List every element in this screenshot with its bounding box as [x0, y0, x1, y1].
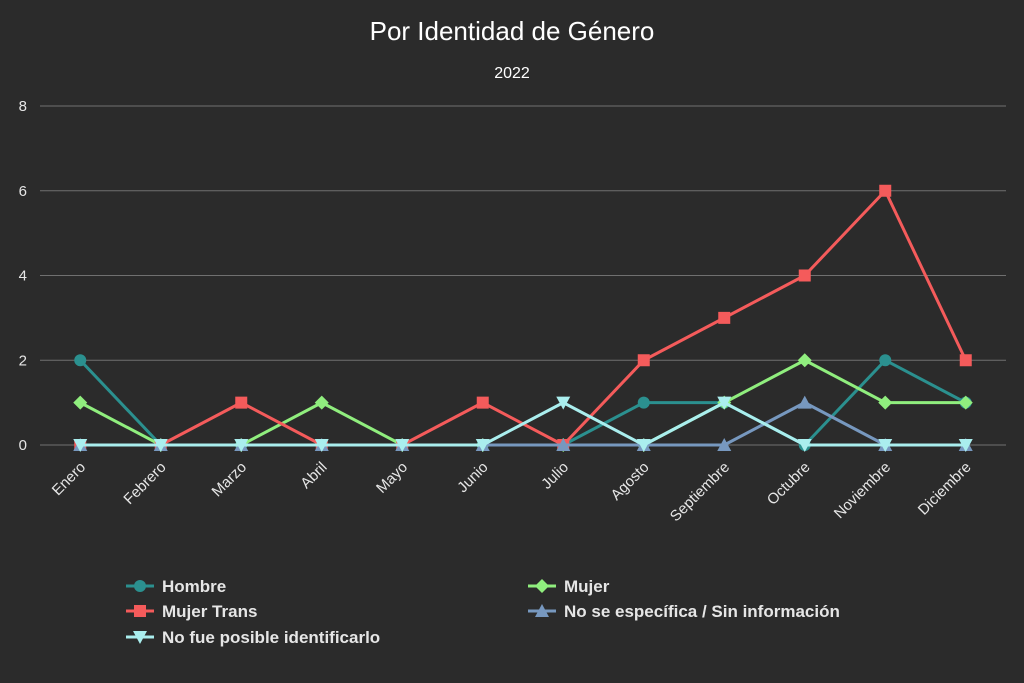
chart-subtitle: 2022 — [494, 65, 530, 82]
data-point — [958, 439, 973, 452]
legend-label: No fue posible identificarlo — [162, 628, 380, 647]
data-point — [797, 353, 812, 368]
x-tick-label: Julio — [538, 459, 572, 493]
legend: Hombre Mujer Mujer Trans No se específica /… — [126, 577, 840, 647]
series-4 — [73, 396, 973, 452]
series-0 — [74, 354, 972, 451]
x-tick-label: Diciembre — [915, 459, 975, 519]
x-axis-ticks: Enero Febrero Marzo Abril Mayo Junio Julio Agos… — [49, 459, 975, 525]
y-tick-label: 8 — [19, 98, 27, 115]
data-point — [475, 439, 490, 452]
x-tick-label: Septiembre — [667, 459, 733, 525]
x-tick-label: Marzo — [209, 459, 250, 500]
data-point — [73, 395, 88, 410]
x-tick-label: Mayo — [373, 459, 411, 497]
legend-label: Hombre — [162, 577, 226, 596]
y-tick-label: 0 — [19, 437, 27, 454]
data-point — [636, 439, 651, 452]
data-point — [879, 354, 892, 367]
data-point — [153, 439, 168, 452]
legend-item[interactable]: No se específica / Sin información — [528, 602, 840, 621]
legend-item[interactable]: Mujer — [528, 577, 610, 596]
y-tick-label: 4 — [19, 268, 27, 285]
y-tick-label: 2 — [19, 352, 27, 369]
x-tick-label: Febrero — [120, 459, 169, 508]
legend-label: No se específica / Sin información — [564, 602, 840, 621]
data-point — [879, 184, 892, 197]
x-tick-label: Junio — [454, 459, 491, 496]
data-point — [556, 438, 571, 451]
data-point — [637, 396, 650, 409]
legend-marker — [535, 604, 549, 617]
data-point — [73, 439, 88, 452]
data-point — [878, 395, 893, 410]
chart-title: Por Identidad de Género — [370, 16, 655, 46]
data-point — [718, 311, 731, 324]
data-point — [798, 269, 811, 282]
data-point — [235, 396, 248, 409]
x-tick-label: Abril — [297, 459, 330, 492]
series-line — [79, 358, 966, 447]
data-point — [314, 395, 329, 410]
data-point — [797, 395, 812, 409]
data-point — [797, 439, 812, 452]
legend-marker — [535, 579, 549, 593]
data-point — [314, 439, 329, 452]
data-point — [395, 439, 410, 452]
data-point — [959, 354, 972, 367]
data-point — [717, 396, 732, 410]
legend-item[interactable]: Mujer Trans — [126, 602, 257, 621]
series-line — [80, 189, 968, 447]
legend-item[interactable]: Hombre — [126, 577, 226, 596]
data-point — [74, 354, 87, 367]
y-tick-label: 6 — [19, 183, 27, 200]
series-group — [73, 184, 973, 452]
x-tick-label: Agosto — [608, 459, 653, 504]
legend-marker — [133, 631, 147, 644]
legend-marker — [134, 580, 146, 592]
x-tick-label: Enero — [49, 459, 89, 499]
x-tick-label: Noviembre — [831, 459, 894, 522]
data-point — [476, 396, 489, 409]
data-point — [717, 438, 732, 451]
series-line — [79, 358, 967, 447]
legend-item[interactable]: No fue posible identificarlo — [126, 628, 380, 647]
data-point — [637, 354, 650, 367]
legend-label: Mujer Trans — [162, 602, 257, 621]
grid-lines — [40, 105, 1006, 446]
x-tick-label: Octubre — [764, 459, 814, 509]
y-axis-ticks: 0 2 4 6 8 — [19, 98, 27, 454]
series-line — [80, 401, 966, 447]
legend-marker — [134, 605, 146, 617]
data-point — [878, 439, 893, 452]
legend-label: Mujer — [564, 577, 610, 596]
data-point — [556, 396, 571, 410]
data-point — [958, 395, 973, 410]
data-point — [234, 439, 249, 452]
series-1 — [73, 353, 973, 452]
